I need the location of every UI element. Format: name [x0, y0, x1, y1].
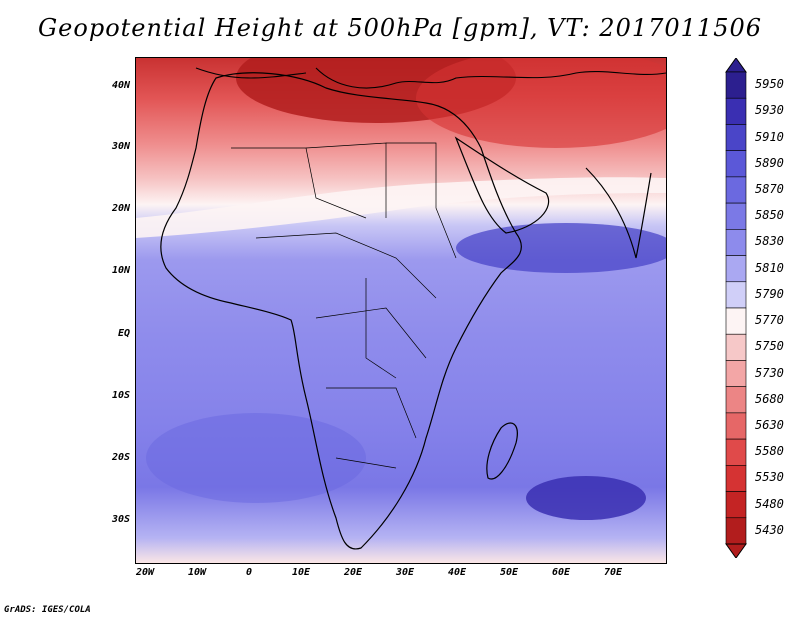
- lat-label: 20N: [111, 203, 130, 214]
- purple-south-atlantic: [146, 413, 366, 503]
- map-panel: [135, 57, 667, 564]
- colorbar-label: 5770: [755, 313, 784, 328]
- lon-label: 40E: [447, 567, 467, 578]
- colorbar-swatch: [725, 281, 747, 309]
- purple-indian-ocean: [526, 476, 646, 520]
- arabia-coastline: [454, 136, 550, 234]
- colorbar-swatch: [725, 465, 747, 492]
- lat-label: EQ: [117, 328, 130, 339]
- colorbar-swatch: [725, 176, 747, 204]
- colorbar-top-arrow: [725, 58, 747, 73]
- white-band: [136, 177, 666, 238]
- credit-text: GrADS: IGES/COLA: [4, 605, 91, 615]
- colorbar-swatch: [725, 438, 747, 466]
- colorbar-label: 5750: [755, 339, 784, 354]
- colorbar-label: 5530: [755, 470, 784, 485]
- colorbar-label: 5580: [755, 444, 784, 459]
- colorbar-label: 5910: [755, 129, 784, 144]
- lon-label: 70E: [603, 567, 623, 578]
- purple-arabian-sea: [456, 223, 666, 273]
- colorbar-swatch: [725, 150, 747, 178]
- colorbar-swatch: [725, 71, 747, 99]
- colorbar-label: 5950: [755, 77, 784, 92]
- colorbar-swatch: [725, 491, 747, 519]
- colorbar-label: 5930: [755, 103, 784, 118]
- lat-label: 20S: [111, 452, 130, 463]
- colorbar-label: 5830: [755, 234, 784, 249]
- colorbar-label: 5480: [755, 496, 784, 511]
- colorbar-label: 5810: [755, 260, 784, 275]
- lat-label: 10S: [111, 390, 130, 401]
- colorbar-bottom-arrow: [725, 543, 747, 558]
- colorbar-label: 5630: [755, 418, 784, 432]
- colorbar-label: 5790: [755, 286, 784, 301]
- colorbar-swatch: [725, 229, 747, 256]
- geopotential-map: [136, 58, 666, 563]
- lon-label: 0: [245, 567, 253, 578]
- lon-label: 20W: [135, 567, 155, 578]
- lon-label: 30E: [395, 567, 415, 578]
- colorbar-label: 5730: [755, 365, 784, 380]
- africa-coastline: [160, 72, 522, 550]
- colorbar-swatch: [725, 360, 747, 387]
- colorbar-swatch: [725, 255, 747, 283]
- colorbar-label: 5680: [755, 391, 784, 406]
- colorbar-swatch: [725, 124, 747, 151]
- colorbar-swatch: [725, 386, 747, 414]
- lat-label: 30S: [111, 514, 130, 525]
- lat-label: 10N: [111, 265, 130, 276]
- colorbar-label: 5430: [755, 522, 784, 537]
- colorbar-swatch: [725, 307, 747, 335]
- country-borders: [231, 142, 457, 469]
- madagascar-coastline: [486, 422, 518, 480]
- lat-label: 40N: [111, 80, 130, 91]
- colorbar-label: 5890: [755, 155, 784, 170]
- lon-label: 20E: [343, 567, 363, 578]
- lat-label: 30N: [111, 141, 130, 152]
- colorbar-swatch: [725, 412, 747, 440]
- colorbar-swatch: [725, 517, 747, 545]
- lon-label: 50E: [499, 567, 519, 578]
- colorbar-label: 5870: [755, 182, 784, 196]
- red-band-east: [416, 58, 666, 148]
- chart-title: Geopotential Height at 500hPa [gpm], VT:…: [38, 14, 762, 42]
- colorbar: [725, 58, 747, 558]
- lon-label: 60E: [551, 567, 571, 578]
- india-coastline: [585, 167, 652, 259]
- colorbar-label: 5850: [755, 208, 784, 223]
- lon-label: 10E: [291, 567, 311, 578]
- colorbar-swatch: [725, 202, 747, 230]
- colorbar-swatch: [725, 333, 747, 361]
- lon-label: 10W: [187, 567, 207, 578]
- europe-coastline: [195, 67, 666, 89]
- colorbar-swatch: [725, 97, 747, 125]
